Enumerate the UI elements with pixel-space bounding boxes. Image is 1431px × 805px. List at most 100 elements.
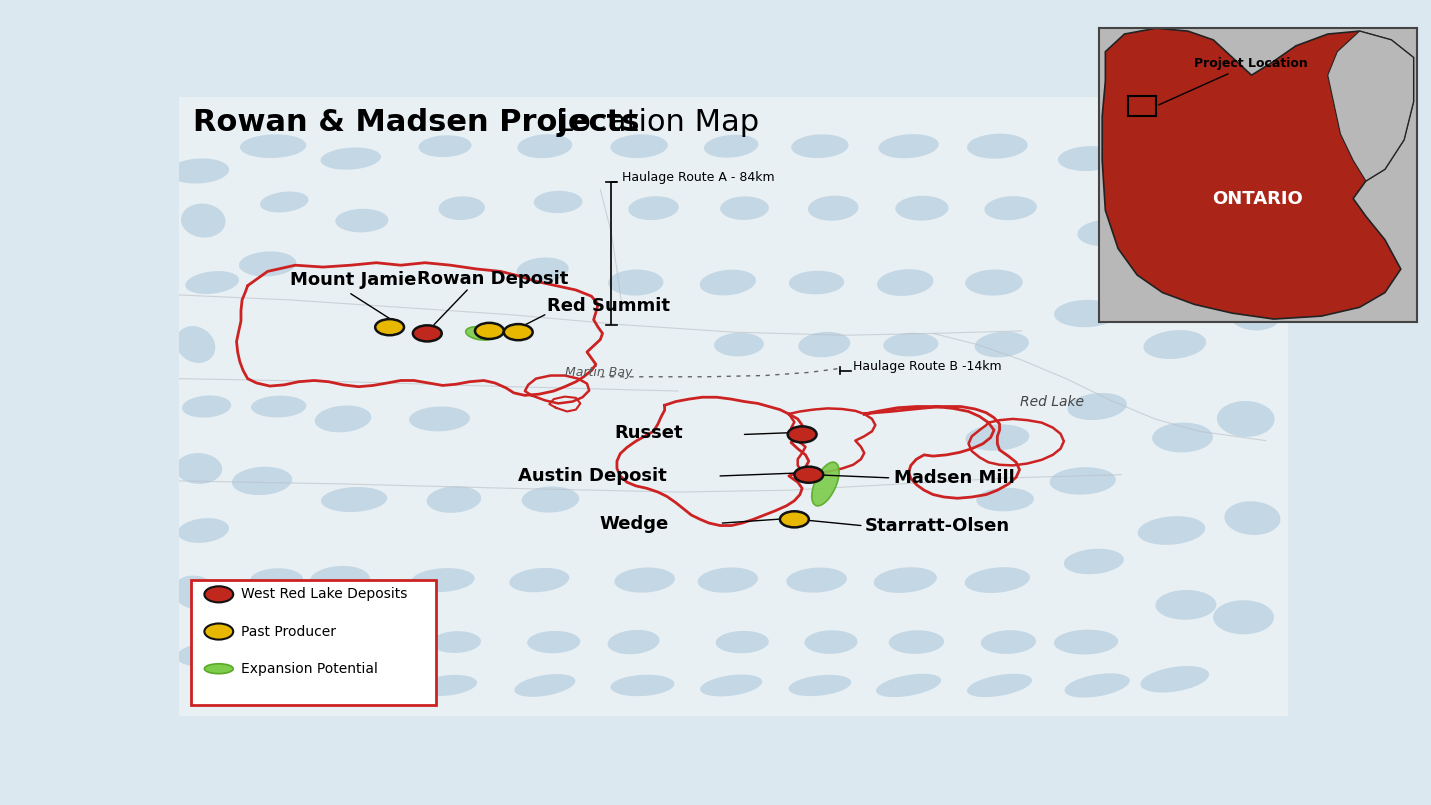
Text: Rowan & Madsen Projects: Rowan & Madsen Projects: [193, 108, 640, 137]
Ellipse shape: [1049, 467, 1116, 494]
Ellipse shape: [1065, 673, 1130, 698]
Circle shape: [375, 319, 404, 335]
Ellipse shape: [182, 395, 232, 418]
Ellipse shape: [896, 196, 949, 221]
Ellipse shape: [798, 332, 850, 357]
Ellipse shape: [967, 674, 1032, 697]
Ellipse shape: [240, 134, 306, 158]
Ellipse shape: [534, 191, 582, 213]
Ellipse shape: [877, 269, 933, 296]
Ellipse shape: [716, 631, 768, 654]
FancyBboxPatch shape: [179, 97, 1288, 716]
Ellipse shape: [514, 674, 575, 697]
Text: Red Lake: Red Lake: [1019, 394, 1083, 409]
Ellipse shape: [1225, 502, 1281, 535]
Text: Project Location: Project Location: [1159, 57, 1308, 105]
Ellipse shape: [1078, 220, 1132, 246]
Ellipse shape: [438, 196, 485, 220]
Ellipse shape: [628, 196, 678, 220]
Ellipse shape: [260, 192, 309, 213]
Ellipse shape: [614, 568, 675, 592]
Ellipse shape: [522, 486, 580, 513]
Polygon shape: [1328, 31, 1414, 181]
Text: Location Map: Location Map: [557, 108, 758, 137]
Ellipse shape: [185, 271, 239, 294]
Ellipse shape: [811, 462, 839, 506]
Ellipse shape: [889, 630, 944, 654]
Ellipse shape: [967, 134, 1027, 159]
Circle shape: [205, 586, 233, 602]
Ellipse shape: [611, 675, 674, 696]
Ellipse shape: [250, 568, 303, 592]
Ellipse shape: [418, 135, 472, 157]
Ellipse shape: [239, 251, 296, 276]
Ellipse shape: [1152, 423, 1213, 452]
Circle shape: [794, 467, 823, 483]
Ellipse shape: [980, 630, 1036, 654]
Ellipse shape: [1216, 401, 1275, 437]
Ellipse shape: [1138, 516, 1205, 545]
Ellipse shape: [976, 488, 1033, 511]
Ellipse shape: [704, 134, 758, 158]
Circle shape: [205, 623, 233, 640]
Text: West Red Lake Deposits: West Red Lake Deposits: [240, 588, 408, 601]
Ellipse shape: [1146, 157, 1208, 185]
Text: Mount Jamie: Mount Jamie: [289, 270, 416, 289]
Ellipse shape: [335, 208, 388, 233]
Ellipse shape: [321, 487, 388, 512]
Text: Expansion Potential: Expansion Potential: [240, 662, 378, 675]
Ellipse shape: [177, 518, 229, 543]
Polygon shape: [1102, 28, 1414, 319]
Ellipse shape: [964, 568, 1030, 593]
Text: Russet: Russet: [615, 423, 684, 442]
Ellipse shape: [791, 134, 849, 158]
Ellipse shape: [1162, 237, 1218, 266]
Ellipse shape: [418, 675, 477, 696]
Circle shape: [475, 323, 504, 339]
Ellipse shape: [229, 675, 295, 696]
Ellipse shape: [809, 196, 859, 221]
Ellipse shape: [1213, 601, 1274, 634]
Ellipse shape: [698, 568, 758, 592]
Ellipse shape: [700, 675, 763, 696]
Ellipse shape: [180, 204, 226, 237]
Ellipse shape: [169, 159, 229, 184]
Ellipse shape: [966, 424, 1029, 451]
Ellipse shape: [176, 326, 215, 363]
Ellipse shape: [1058, 146, 1119, 171]
Text: ONTARIO: ONTARIO: [1212, 190, 1304, 208]
Ellipse shape: [788, 675, 851, 696]
Text: Rowan Deposit: Rowan Deposit: [418, 270, 568, 287]
Ellipse shape: [1055, 300, 1118, 327]
Ellipse shape: [232, 467, 292, 495]
Ellipse shape: [786, 568, 847, 592]
Ellipse shape: [517, 258, 568, 283]
Ellipse shape: [465, 327, 495, 340]
Ellipse shape: [985, 196, 1037, 221]
Text: Wedge: Wedge: [600, 515, 670, 533]
Ellipse shape: [411, 568, 475, 592]
Ellipse shape: [321, 147, 381, 170]
Ellipse shape: [874, 568, 937, 593]
Ellipse shape: [205, 664, 233, 674]
Text: Haulage Route A - 84km: Haulage Route A - 84km: [622, 171, 776, 184]
Ellipse shape: [176, 642, 236, 667]
Text: Red Summit: Red Summit: [547, 297, 670, 315]
Ellipse shape: [173, 576, 218, 609]
Ellipse shape: [518, 134, 572, 158]
Ellipse shape: [250, 395, 306, 418]
Ellipse shape: [1155, 590, 1216, 620]
Ellipse shape: [975, 332, 1029, 357]
Ellipse shape: [1141, 666, 1209, 692]
Text: Haulage Route B -14km: Haulage Route B -14km: [853, 360, 1002, 373]
Ellipse shape: [1221, 191, 1276, 225]
Ellipse shape: [1063, 549, 1123, 574]
Ellipse shape: [611, 134, 668, 158]
Ellipse shape: [876, 674, 942, 697]
Ellipse shape: [176, 453, 222, 484]
Text: Martin Bay: Martin Bay: [565, 366, 633, 379]
Ellipse shape: [509, 568, 570, 592]
Ellipse shape: [242, 629, 298, 655]
Text: Past Producer: Past Producer: [240, 625, 336, 638]
Ellipse shape: [1228, 296, 1282, 331]
